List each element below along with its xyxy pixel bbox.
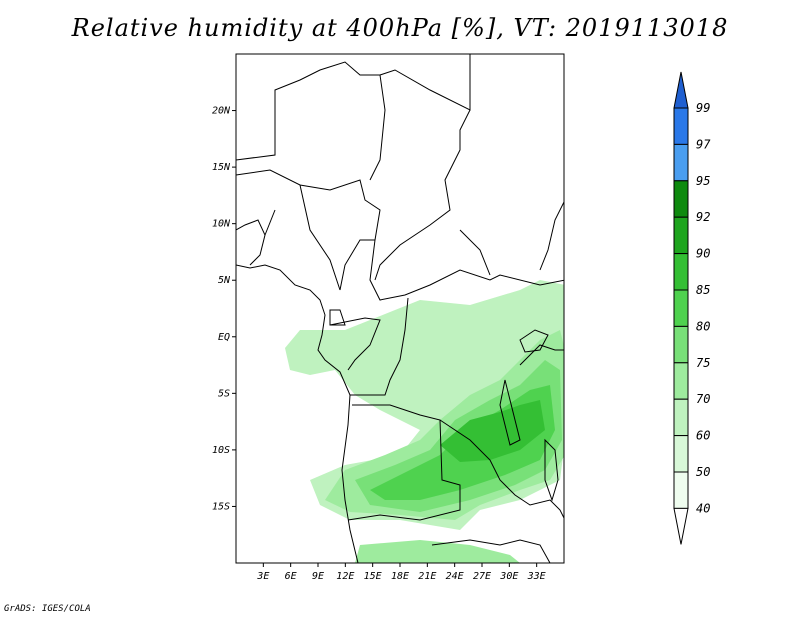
lat-tick-label: 5N — [218, 275, 231, 286]
colorbar-label: 85 — [696, 283, 710, 297]
colorbar-label: 50 — [696, 465, 710, 479]
colorbar-segment — [673, 398, 689, 437]
colorbar-label: 92 — [696, 210, 710, 224]
colorbar-segment — [673, 325, 689, 364]
colorbar-label: 80 — [696, 319, 710, 333]
border — [539, 200, 564, 271]
lat-tick-label: 15N — [212, 162, 231, 173]
coastline — [236, 264, 359, 563]
border — [350, 297, 409, 396]
colorbar-label: 40 — [696, 501, 710, 515]
border — [431, 539, 551, 563]
lon-tick-label: 30E — [499, 571, 518, 582]
colorbar-label: 60 — [696, 429, 710, 443]
lake-outline — [544, 438, 559, 502]
humidity-region-south — [355, 540, 520, 563]
lat-axis: 20N 15N 10N 5N EQ 5S 10S 15S — [212, 106, 236, 512]
lon-tick-label: 33E — [527, 571, 546, 582]
border — [439, 419, 564, 520]
lat-tick-label: EQ — [218, 332, 230, 343]
border — [299, 184, 341, 291]
lon-tick-label: 12E — [336, 571, 354, 582]
colorbar-segment — [673, 435, 689, 473]
colorbar-label: 75 — [696, 356, 710, 370]
border — [459, 229, 491, 276]
colorbar-bottom-arrow — [673, 507, 689, 545]
colorbar-segment — [673, 180, 689, 218]
lon-tick-label: 24E — [446, 571, 464, 582]
colorbar: 99 97 95 92 90 85 80 75 70 60 50 40 — [673, 71, 711, 545]
lon-tick-label: 15E — [364, 571, 382, 582]
border — [347, 404, 461, 521]
colorbar-label: 97 — [696, 137, 711, 151]
lon-tick-label: 21E — [418, 571, 436, 582]
lake-outline — [499, 379, 521, 446]
footer-credit: GrADS: IGES/COLA — [4, 604, 91, 614]
lon-tick-label: 3E — [256, 571, 269, 582]
border — [236, 219, 266, 266]
lat-tick-label: 15S — [212, 501, 230, 512]
lat-tick-label: 10N — [212, 219, 231, 230]
lon-tick-label: 27E — [473, 571, 491, 582]
colorbar-label: 90 — [696, 247, 710, 261]
border — [264, 209, 276, 236]
colorbar-segment — [673, 216, 689, 255]
colorbar-label: 99 — [696, 101, 710, 115]
border — [329, 317, 381, 371]
border — [379, 54, 471, 111]
lat-tick-label: 5S — [218, 388, 230, 399]
border — [519, 344, 564, 366]
lon-tick-label: 18E — [391, 571, 409, 582]
border — [236, 61, 386, 181]
lon-tick-label: 9E — [312, 571, 324, 582]
colorbar-segment — [673, 289, 689, 327]
colorbar-segment — [673, 107, 689, 145]
lake-outline — [519, 329, 549, 353]
map-title: Relative humidity at 400hPa [%], VT: 201… — [71, 14, 729, 42]
colorbar-label: 70 — [696, 392, 710, 406]
colorbar-label: 95 — [696, 174, 710, 188]
lat-tick-label: 20N — [212, 106, 231, 117]
humidity-fields — [285, 280, 564, 563]
humidity-region-85 — [440, 400, 545, 462]
border — [236, 169, 564, 301]
lon-tick-label: 6E — [285, 571, 297, 582]
map-borders — [236, 54, 564, 563]
border — [374, 109, 471, 281]
colorbar-segment — [673, 143, 689, 182]
colorbar-segment — [673, 253, 689, 291]
colorbar-top-arrow — [673, 71, 689, 109]
colorbar-segment — [673, 362, 689, 400]
colorbar-segment — [673, 471, 689, 509]
lat-tick-label: 10S — [212, 445, 230, 456]
lon-axis: 3E 6E 9E 12E 15E 18E 21E 24E 27E 30E 33E — [256, 563, 546, 582]
border — [339, 239, 375, 291]
